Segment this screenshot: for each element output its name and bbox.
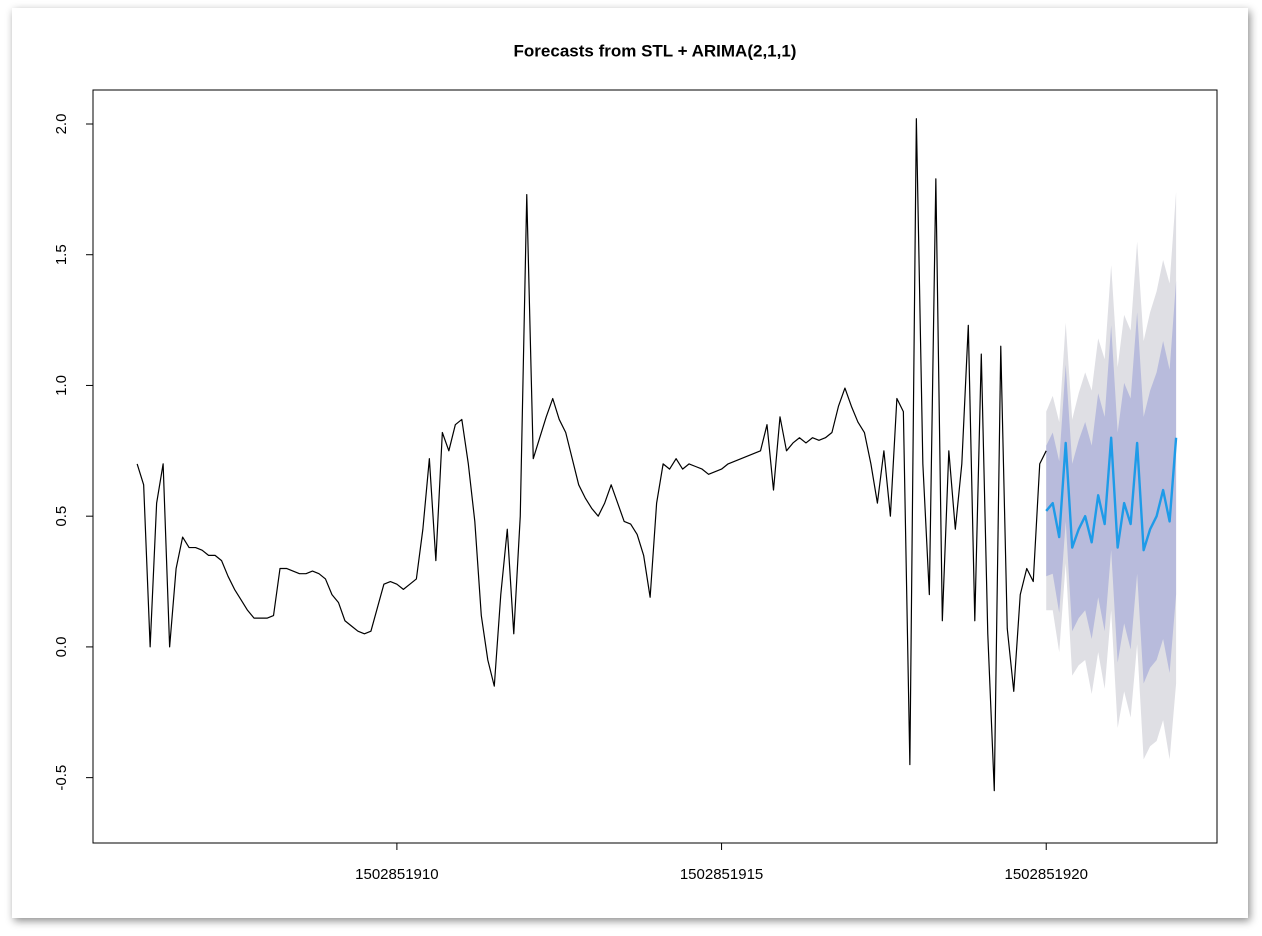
x-tick-label: 1502851920 — [1005, 866, 1088, 883]
observed-line — [136, 118, 1047, 792]
prediction-interval — [1046, 280, 1177, 684]
y-tick-label: 0.5 — [53, 506, 70, 527]
forecast-line — [1045, 436, 1178, 552]
chart-title: Forecasts from STL + ARIMA(2,1,1) — [514, 41, 797, 60]
y-tick-label: 0.0 — [53, 636, 70, 657]
y-tick-label: 1.0 — [53, 375, 70, 396]
plot-frame — [12, 8, 1248, 918]
y-tick-label: 1.5 — [53, 244, 70, 265]
y-tick-label: -0.5 — [53, 765, 70, 791]
x-tick-label: 1502851910 — [355, 866, 438, 883]
x-tick-label: 1502851915 — [680, 866, 763, 883]
y-tick-label: 2.0 — [53, 114, 70, 135]
